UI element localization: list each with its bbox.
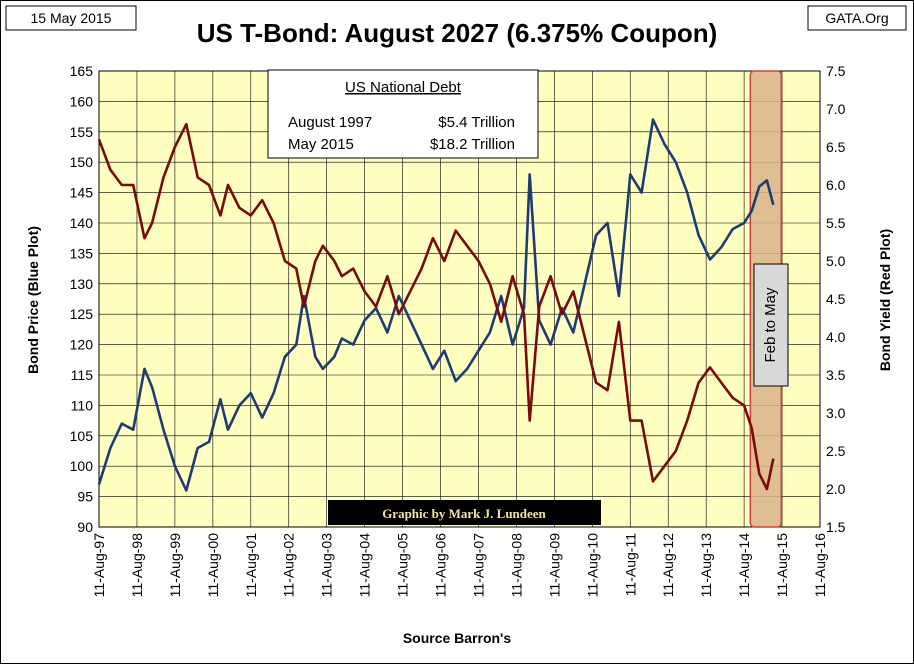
y-tick-left: 100 — [70, 458, 94, 474]
highlight-label: Feb to May — [762, 287, 779, 363]
x-tick-label: 11-Aug-11 — [622, 533, 638, 597]
x-axis-label: Source Barron's — [403, 630, 512, 646]
y-tick-left: 140 — [70, 215, 94, 231]
y-tick-right: 2.0 — [826, 481, 846, 497]
x-tick-label: 11-Aug-10 — [584, 533, 600, 598]
y-tick-left: 105 — [70, 428, 94, 444]
x-tick-label: 11-Aug-09 — [546, 533, 562, 598]
source-label: GATA.Org — [825, 10, 888, 26]
y-tick-left: 115 — [71, 367, 94, 383]
debt-annotation-box — [267, 69, 539, 159]
highlight-label-box — [753, 263, 789, 387]
x-tick-label: 11-Aug-03 — [319, 533, 335, 598]
x-tick-label: 11-Aug-05 — [395, 533, 411, 598]
x-tick-label: 11-Aug-04 — [357, 533, 373, 598]
x-tick-label: 11-Aug-16 — [812, 533, 828, 598]
debt-row-value: $5.4 Trillion — [438, 114, 515, 131]
y-tick-right: 1.5 — [826, 519, 846, 535]
x-tick-label: 11-Aug-06 — [433, 533, 449, 598]
x-tick-label: 11-Aug-02 — [281, 533, 297, 598]
y-tick-right: 2.5 — [826, 443, 846, 459]
bond-yield-line — [97, 122, 775, 491]
x-tick-label: 11-Aug-99 — [167, 533, 183, 598]
y-axis-right-label: Bond Yield (Red Plot) — [877, 229, 893, 371]
x-tick-label: 11-Aug-12 — [660, 533, 676, 598]
y-tick-left: 90 — [77, 519, 93, 535]
y-tick-left: 165 — [70, 63, 94, 79]
y-tick-right: 6.5 — [826, 139, 846, 155]
y-tick-left: 120 — [70, 337, 94, 353]
y-tick-left: 110 — [71, 397, 94, 413]
x-tick-label: 11-Aug-97 — [91, 533, 107, 598]
x-tick-label: 11-Aug-98 — [129, 533, 145, 598]
debt-row-label: May 2015 — [288, 136, 354, 153]
source-box — [807, 5, 907, 31]
y-tick-right: 4.5 — [826, 291, 846, 307]
y-axis-left-label: Bond Price (Blue Plot) — [25, 226, 41, 374]
y-tick-left: 95 — [77, 489, 93, 505]
y-tick-left: 160 — [70, 93, 94, 109]
y-tick-right: 7.0 — [826, 101, 846, 117]
debt-heading: US National Debt — [345, 79, 462, 96]
y-tick-right: 5.0 — [826, 253, 846, 269]
series-layer — [97, 118, 775, 492]
x-tick-label: 11-Aug-01 — [243, 533, 259, 598]
x-tick-label: 11-Aug-00 — [205, 533, 221, 598]
y-tick-left: 155 — [70, 124, 94, 140]
y-tick-left: 145 — [70, 185, 94, 201]
debt-row-label: August 1997 — [288, 114, 372, 131]
y-tick-left: 135 — [70, 245, 94, 261]
credit-label: Graphic by Mark J. Lundeen — [382, 506, 546, 521]
x-tick-label: 11-Aug-07 — [470, 533, 486, 598]
x-tick-label: 11-Aug-14 — [736, 533, 752, 598]
y-tick-right: 6.0 — [826, 177, 846, 193]
credit-box — [328, 500, 601, 525]
y-tick-right: 5.5 — [826, 215, 846, 231]
y-tick-right: 3.5 — [826, 367, 846, 383]
date-box — [5, 5, 137, 31]
x-tick-label: 11-Aug-08 — [508, 533, 524, 598]
x-tick-label: 11-Aug-15 — [774, 533, 790, 598]
y-tick-right: 4.0 — [826, 329, 846, 345]
y-tick-right: 3.0 — [826, 405, 846, 421]
tick-layer: 90 95 100 105 110 115 120 125 130 135 140 145 150 155… — [70, 63, 846, 597]
chart-title: US T-Bond: August 2027 (6.375% Coupon) — [197, 18, 718, 48]
debt-row-value: $18.2 Trillion — [430, 136, 515, 153]
x-tick-label: 11-Aug-13 — [698, 533, 714, 598]
bond-price-line — [97, 118, 775, 492]
y-tick-left: 125 — [70, 306, 94, 322]
date-label: 15 May 2015 — [31, 10, 112, 26]
y-tick-left: 150 — [70, 154, 94, 170]
y-tick-left: 130 — [70, 276, 94, 292]
y-tick-right: 7.5 — [826, 63, 846, 79]
